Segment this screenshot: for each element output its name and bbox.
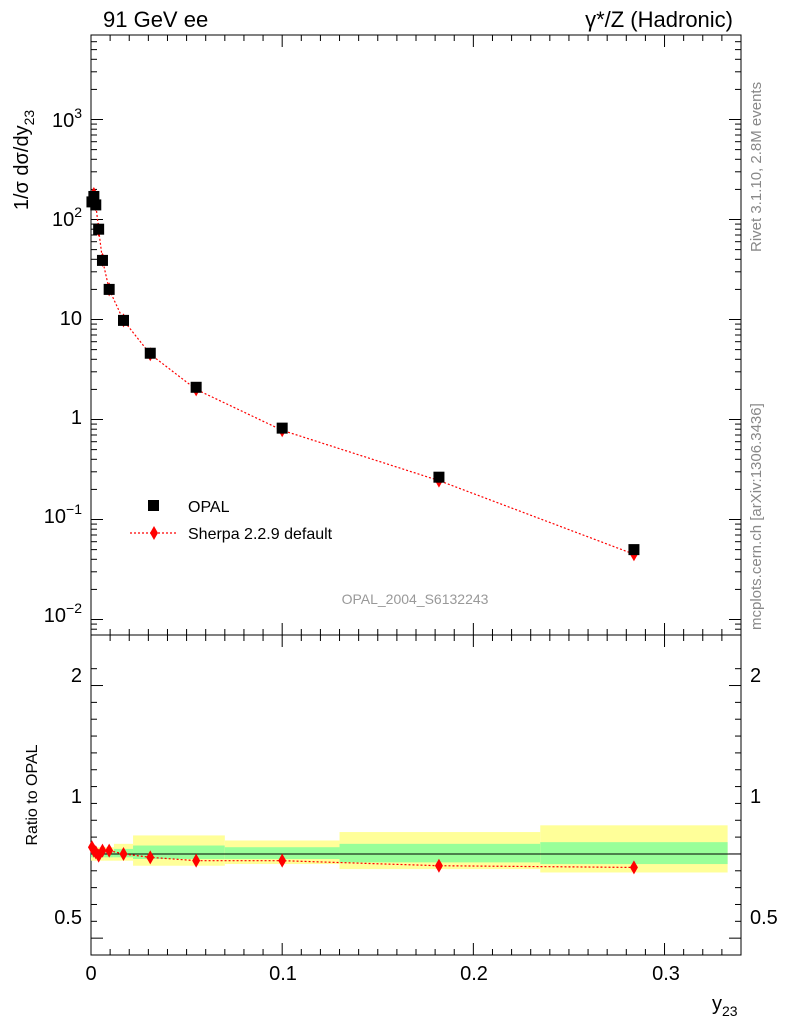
ratio-uncertainty-bands: [91, 825, 728, 873]
ratio-ytick-0.5: 0.5: [54, 907, 82, 929]
ratio-mc-series: [87, 840, 638, 875]
mc-line: [91, 193, 635, 555]
ratio-panel-frame: [90, 634, 742, 956]
mcplots-label: mcplots.cern.ch [arXiv:1306.3436]: [748, 403, 765, 630]
xtick-0: 0: [85, 963, 96, 985]
xtick-0.3: 0.3: [652, 963, 680, 985]
legend: OPAL Sherpa 2.2.9 default: [130, 499, 333, 543]
main-panel-frame: [90, 34, 742, 636]
data-point: [190, 381, 202, 393]
main-data-series: [86, 190, 640, 556]
legend-mc-marker: [150, 526, 158, 540]
xtick-labels: 0 0.1 0.2 0.3: [85, 963, 679, 985]
data-point: [118, 314, 129, 326]
data-point: [93, 223, 105, 235]
ytick-1e2: 102: [52, 204, 82, 231]
data-point: [144, 347, 156, 359]
ratio-ytick-2-right: 2: [750, 665, 761, 687]
ytick-1: 1: [71, 407, 82, 429]
main-axis-ticks: [90, 34, 742, 636]
data-point: [276, 422, 288, 434]
band-inner: [133, 845, 225, 859]
xtick-0.1: 0.1: [269, 963, 297, 985]
data-point: [90, 199, 102, 211]
data-point: [433, 471, 445, 483]
ratio-mc-point: [434, 858, 443, 873]
ratio-mc-point: [192, 853, 201, 868]
xtick-0.2: 0.2: [460, 963, 488, 985]
ratio-mc-point: [278, 853, 287, 868]
legend-data-marker: [148, 500, 159, 511]
ratio-ytick-labels: 0.5 1 2 0.5 1 2: [54, 665, 778, 929]
data-point: [96, 254, 108, 266]
ratio-ytick-2: 2: [71, 665, 82, 687]
ytick-10: 10: [60, 308, 82, 330]
ratio-mc-point: [146, 850, 155, 865]
ratio-axis-ticks: [90, 635, 742, 955]
band-inner: [224, 847, 340, 859]
data-point: [103, 283, 115, 295]
ratio-ytick-1-right: 1: [750, 786, 761, 808]
rivet-label: Rivet 3.1.10, 2.8M events: [748, 82, 765, 252]
main-mc-series: [87, 186, 638, 562]
ratio-mc-point: [98, 843, 107, 858]
band-inner: [540, 842, 728, 865]
ratio-mc-point: [105, 843, 114, 858]
ratio-mc-point: [119, 846, 128, 861]
process-title: γ*/Z (Hadronic): [585, 7, 733, 32]
band-inner: [339, 843, 541, 863]
xlabel: y23: [712, 993, 738, 1019]
ytick-1e-2: 10−2: [44, 600, 82, 627]
main-ytick-labels: 10−2 10−1 1 10 102 103: [44, 105, 82, 627]
data-point: [628, 544, 640, 556]
main-ylabel: 1/σ dσ/dy23: [11, 110, 37, 211]
ratio-ytick-1: 1: [71, 786, 82, 808]
ratio-ytick-0.5-right: 0.5: [750, 907, 778, 929]
ratio-ylabel: Ratio to OPAL: [24, 744, 41, 845]
data-point: [88, 190, 100, 202]
legend-mc-label: Sherpa 2.2.9 default: [188, 526, 333, 543]
energy-title: 91 GeV ee: [103, 7, 208, 32]
ratio-mc-point: [629, 860, 638, 875]
ytick-1e-1: 10−1: [44, 501, 82, 528]
ytick-1e3: 103: [52, 105, 82, 132]
legend-data-label: OPAL: [188, 499, 230, 516]
analysis-label: OPAL_2004_S6132243: [342, 591, 489, 607]
